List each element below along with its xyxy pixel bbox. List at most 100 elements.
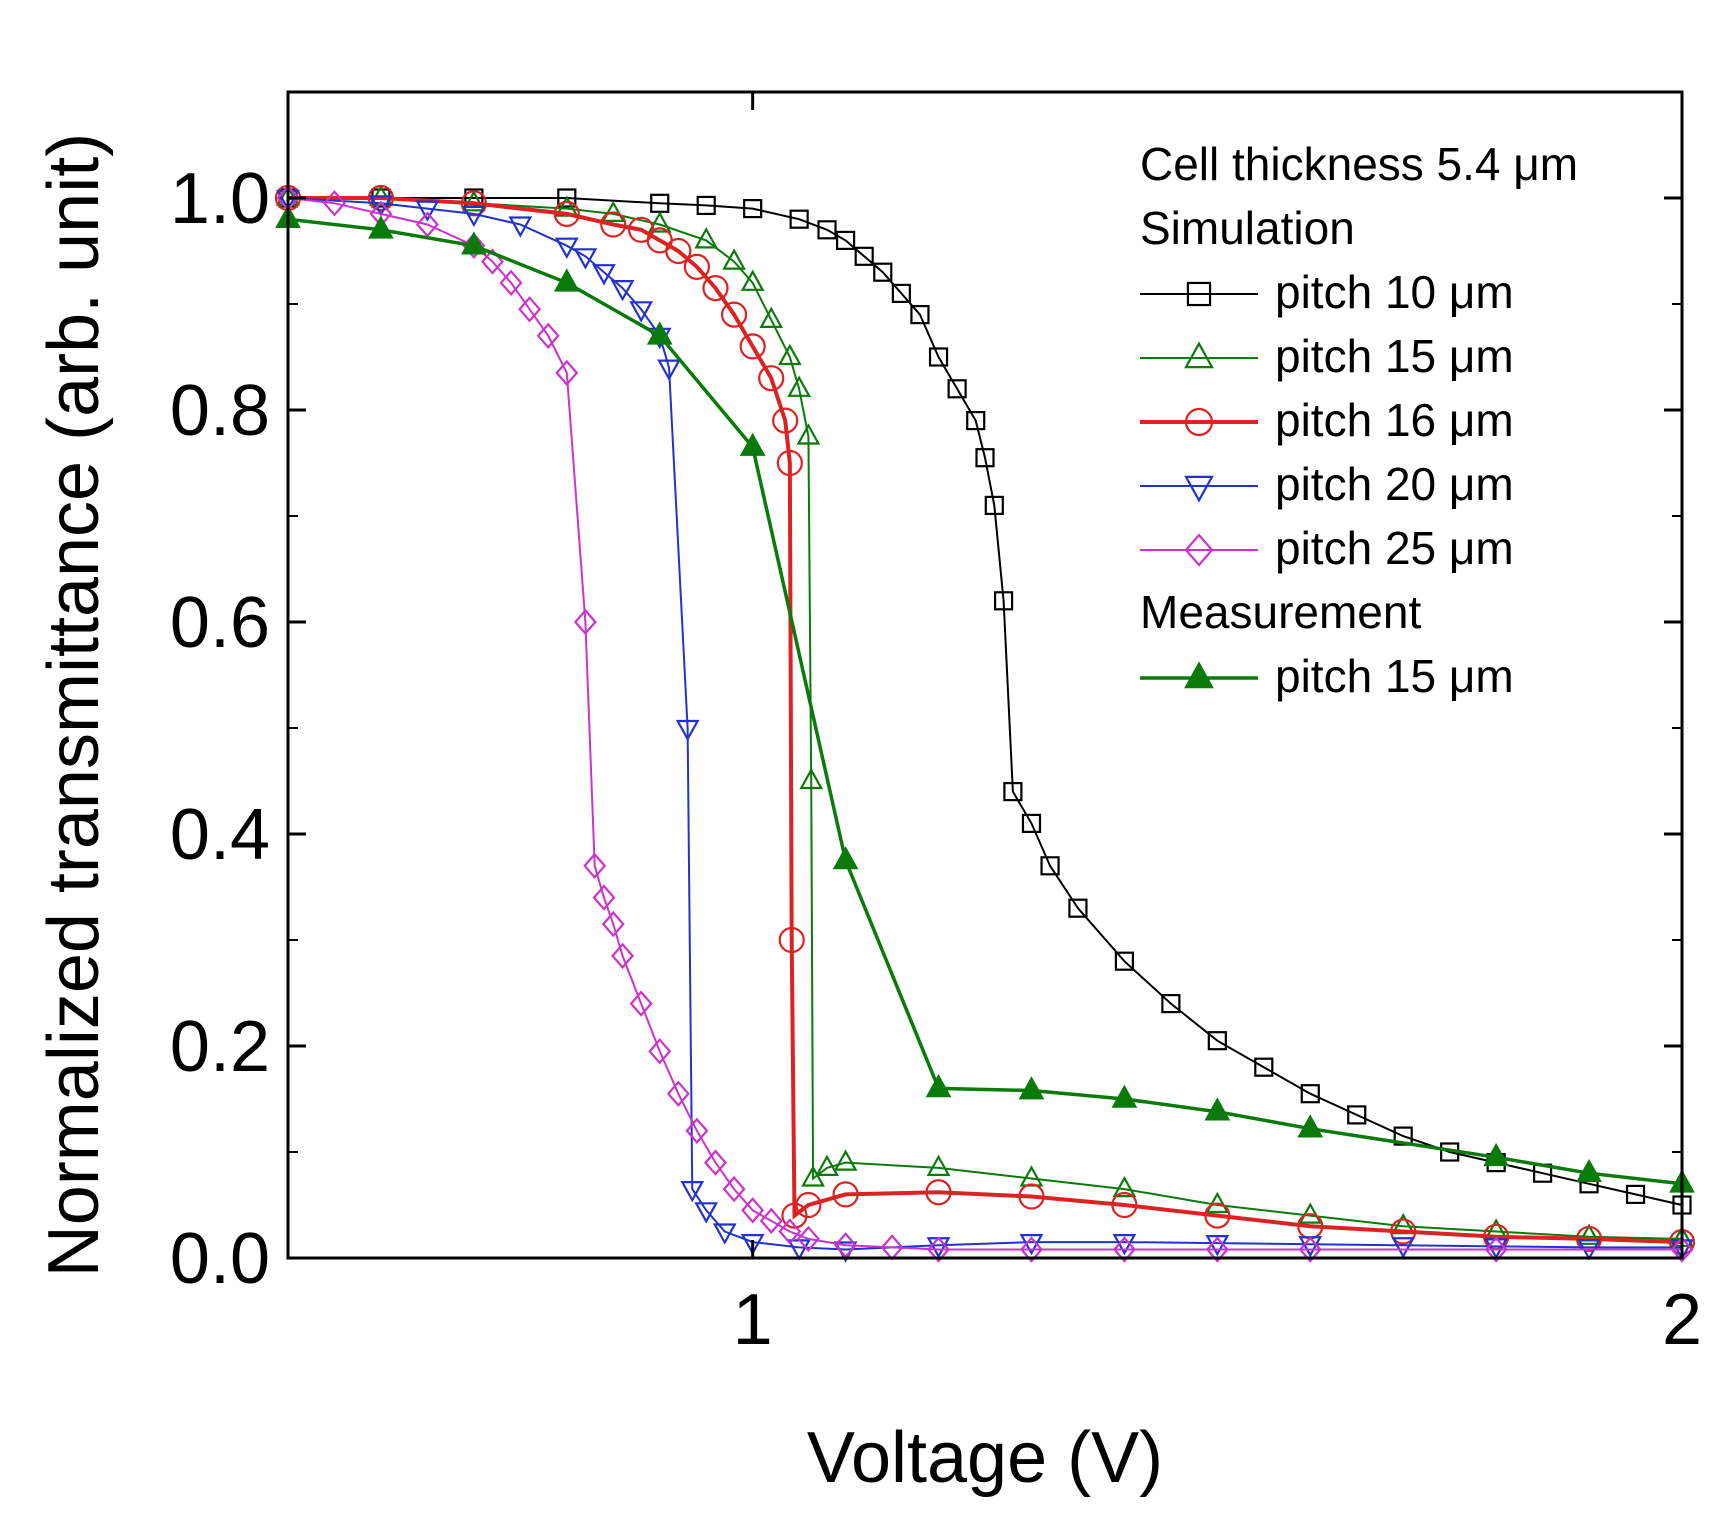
data-point (1068, 898, 1088, 918)
data-point (573, 608, 597, 636)
data-point (1625, 1184, 1646, 1205)
data-point (966, 411, 986, 431)
data-point (776, 449, 803, 477)
data-point (1576, 1158, 1602, 1183)
data-point (781, 1202, 808, 1229)
data-point (415, 200, 440, 222)
data-point (1390, 1218, 1417, 1245)
legend-label: pitch 20 μm (1275, 458, 1514, 510)
data-point (611, 942, 635, 970)
data-point (1114, 951, 1135, 971)
data-point (666, 1080, 690, 1107)
series-layer (274, 184, 1696, 1263)
y-tick-label: 0.8 (170, 371, 270, 451)
data-point (796, 423, 821, 445)
data-point (832, 846, 859, 870)
data-point (694, 227, 719, 249)
data-point (891, 283, 911, 303)
data-point (772, 407, 799, 434)
data-point (1207, 1031, 1227, 1051)
data-point (1670, 1236, 1694, 1263)
data-point (499, 269, 523, 296)
plot-frame (286, 90, 1684, 1260)
data-point (1204, 1202, 1231, 1229)
data-point (1020, 1236, 1043, 1263)
data-point (461, 205, 486, 228)
data-point (369, 195, 393, 217)
data-point (722, 248, 746, 270)
data-point (368, 215, 394, 239)
data-point (1347, 1105, 1367, 1125)
y-tick-label: 1.0 (170, 159, 270, 239)
data-point (592, 884, 616, 911)
data-point (702, 275, 729, 302)
data-point (741, 1197, 765, 1224)
legend-label: pitch 15 μm (1275, 330, 1514, 382)
data-point (740, 1233, 765, 1256)
data-point (1040, 856, 1060, 876)
data-point (1297, 1114, 1324, 1138)
data-point (778, 926, 805, 954)
series-line (287, 197, 1682, 1251)
data-point (685, 1117, 709, 1144)
series-simulation-2 (274, 184, 1696, 1256)
data-point (759, 306, 784, 328)
data-point (777, 343, 802, 366)
data-point (557, 188, 577, 208)
data-point (1021, 813, 1042, 834)
data-point (1575, 1225, 1603, 1253)
data-point (573, 248, 598, 270)
data-point (947, 379, 967, 399)
data-point (925, 1179, 952, 1206)
legend-heading-cell: Cell thickness 5.4 μm (1140, 138, 1578, 190)
data-point (601, 200, 626, 222)
legend-marker (1186, 281, 1212, 307)
data-point (1161, 993, 1181, 1014)
legend-label: pitch 16 μm (1275, 394, 1514, 446)
data-point (1300, 1084, 1320, 1104)
data-point (1298, 1202, 1323, 1224)
data-point (1112, 1175, 1137, 1198)
data-point (720, 301, 748, 328)
data-point (789, 209, 809, 229)
data-point (1205, 1236, 1229, 1263)
data-point (1111, 1191, 1138, 1219)
legend-label: pitch 15 μm (1275, 650, 1514, 702)
legend-entry: pitch 15 μm (1140, 330, 1514, 382)
legend-entry: pitch 25 μm (1140, 522, 1514, 574)
data-point (460, 231, 487, 255)
data-point (460, 190, 487, 217)
legend-marker (1184, 533, 1214, 567)
data-point (694, 1202, 719, 1224)
series-simulation-0 (278, 188, 1692, 1215)
data-point (854, 246, 874, 266)
data-point (555, 359, 579, 387)
data-point (648, 1038, 672, 1065)
data-point (1018, 1076, 1045, 1100)
data-point (1205, 1191, 1230, 1214)
data-point (1019, 1165, 1044, 1187)
data-point (722, 1175, 746, 1203)
data-point (759, 1207, 783, 1235)
data-point (1018, 1183, 1045, 1210)
data-point (926, 1154, 951, 1177)
data-point (835, 230, 856, 250)
data-point (778, 1218, 802, 1245)
data-point (553, 268, 580, 292)
data-point (739, 333, 766, 360)
data-point (629, 990, 653, 1017)
data-point (796, 1225, 820, 1253)
data-point (1254, 1057, 1274, 1077)
legend-entry: pitch 15 μm (1140, 650, 1514, 702)
data-point (925, 1074, 952, 1098)
data-point (1298, 1236, 1322, 1263)
data-point (799, 767, 824, 790)
data-point (975, 448, 995, 468)
data-point (680, 1180, 705, 1203)
data-point (795, 1191, 822, 1219)
data-point (740, 269, 765, 291)
data-point (993, 591, 1014, 611)
legend-marker (1184, 661, 1214, 689)
data-point (1483, 1142, 1510, 1167)
